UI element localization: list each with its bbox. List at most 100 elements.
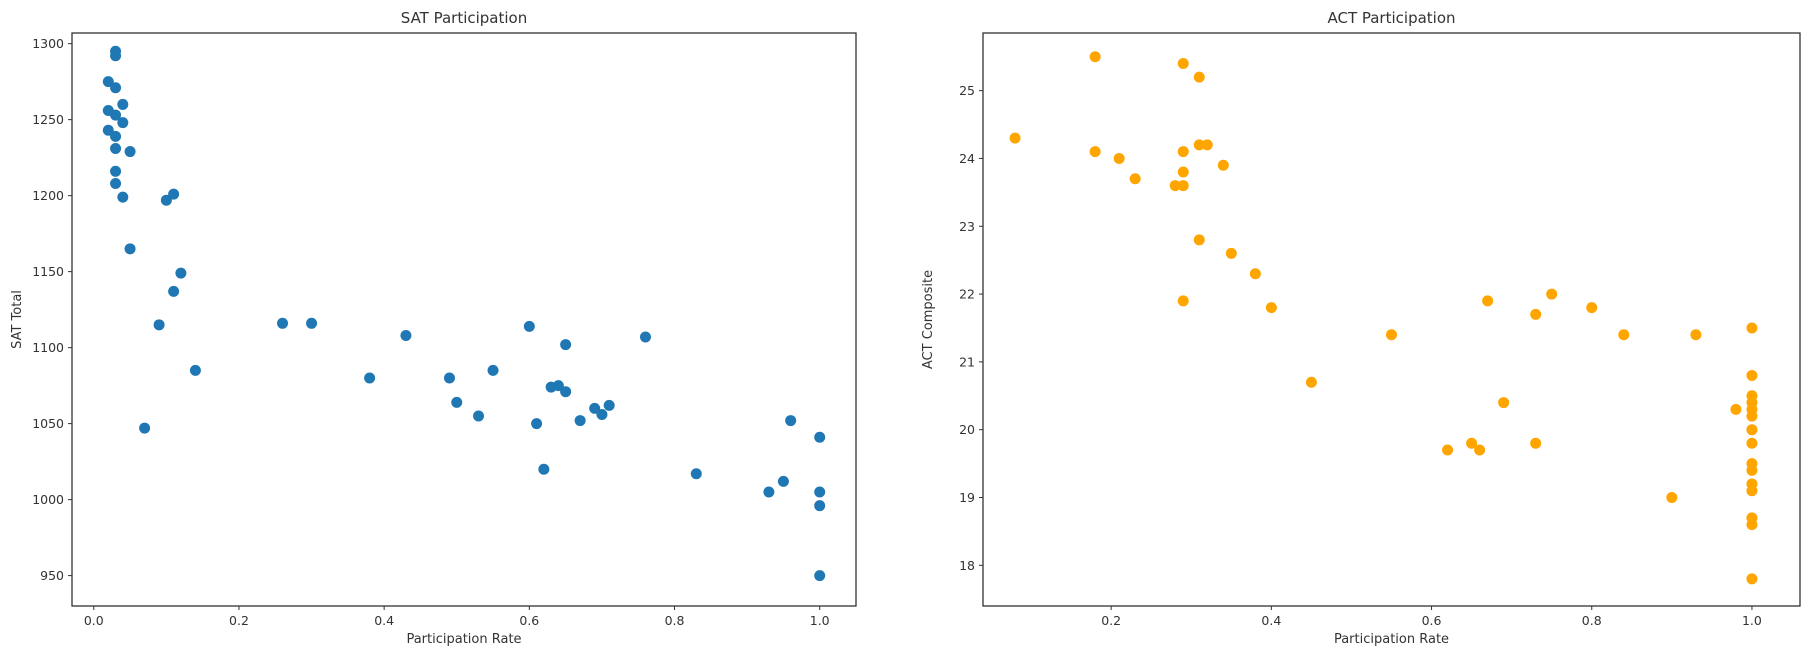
sat-y-tick-label: 1300 xyxy=(32,36,64,51)
sat-y-tick-label: 1150 xyxy=(32,264,64,279)
act-plot-frame xyxy=(982,32,1801,607)
sat-data-point xyxy=(574,415,586,427)
sat-data-point xyxy=(639,331,651,343)
act-x-tick-label: 0.4 xyxy=(1261,613,1281,628)
act-data-point xyxy=(1177,58,1189,70)
sat-data-point xyxy=(110,177,122,189)
sat-data-point xyxy=(443,372,455,384)
act-data-point xyxy=(1201,139,1213,151)
act-data-point xyxy=(1474,444,1486,456)
act-x-tick-label: 1.0 xyxy=(1742,613,1762,628)
act-y-tick-label: 21 xyxy=(959,354,975,369)
sat-data-point xyxy=(552,380,564,392)
sat-data-point xyxy=(102,124,114,136)
act-y-tick-label: 22 xyxy=(959,287,975,302)
sat-data-point xyxy=(110,109,122,121)
sat-x-tick-label: 1.0 xyxy=(810,613,830,628)
sat-points xyxy=(102,45,826,582)
act-data-point xyxy=(1089,146,1101,158)
act-data-point xyxy=(1089,51,1101,63)
act-y-tick-label: 18 xyxy=(959,558,975,573)
sat-data-point xyxy=(364,372,376,384)
sat-y-axis-label: SAT Total xyxy=(10,290,25,349)
act-y-tick-label: 25 xyxy=(959,83,975,98)
act-data-point xyxy=(1249,268,1261,280)
sat-data-point xyxy=(153,319,165,331)
act-points xyxy=(1009,51,1758,585)
act-ticks: 0.2 0.4 0.6 0.8 1.0 18 19 20 21 22 23 24 25 xyxy=(959,83,1762,628)
act-data-point xyxy=(1666,492,1678,504)
sat-data-point xyxy=(110,165,122,177)
act-data-point xyxy=(1193,71,1205,83)
sat-x-axis-label: Participation Rate xyxy=(406,632,521,647)
sat-x-tick-label: 0.0 xyxy=(84,613,104,628)
sat-participation-chart: SAT Participation Participation Rate SAT… xyxy=(10,9,857,647)
act-data-point xyxy=(1618,329,1630,341)
sat-data-point xyxy=(110,82,122,94)
act-data-point xyxy=(1177,180,1189,192)
sat-y-tick-label: 1200 xyxy=(32,188,64,203)
sat-data-point xyxy=(168,285,180,297)
act-y-tick-label: 23 xyxy=(959,219,975,234)
sat-data-point xyxy=(596,408,608,420)
sat-chart-title: SAT Participation xyxy=(401,9,527,27)
act-data-point xyxy=(1177,146,1189,158)
act-participation-chart: ACT Participation Participation Rate ACT… xyxy=(921,9,1801,647)
sat-data-point xyxy=(531,418,543,430)
sat-x-tick-label: 0.8 xyxy=(665,613,685,628)
act-data-point xyxy=(1169,180,1181,192)
sat-data-point xyxy=(277,317,289,329)
sat-x-tick-label: 0.2 xyxy=(229,613,249,628)
act-data-point xyxy=(1193,234,1205,246)
act-data-point xyxy=(1482,295,1494,307)
act-data-point xyxy=(1386,329,1397,341)
act-data-point xyxy=(1730,403,1742,415)
sat-data-point xyxy=(589,402,601,414)
act-data-point xyxy=(1129,173,1141,185)
sat-data-point xyxy=(117,191,129,203)
sat-data-point xyxy=(110,130,122,142)
sat-plot-frame xyxy=(71,32,857,607)
sat-data-point xyxy=(175,267,187,279)
act-data-point xyxy=(1530,308,1542,320)
sat-data-point xyxy=(124,243,136,255)
act-y-tick-label: 24 xyxy=(959,151,975,166)
act-data-point xyxy=(1217,159,1229,171)
act-data-point xyxy=(1193,139,1205,151)
act-data-point xyxy=(1746,464,1758,476)
sat-data-point xyxy=(110,50,122,62)
sat-data-point xyxy=(690,468,702,480)
sat-data-point xyxy=(189,364,201,376)
sat-data-point xyxy=(139,422,151,434)
sat-data-point xyxy=(814,570,826,582)
sat-data-point xyxy=(110,143,122,155)
sat-data-point xyxy=(168,188,180,200)
sat-data-point xyxy=(560,339,572,351)
sat-y-tick-label: 950 xyxy=(40,568,64,583)
act-data-point xyxy=(1746,369,1758,381)
sat-data-point xyxy=(451,396,463,408)
sat-x-tick-label: 0.4 xyxy=(374,613,394,628)
sat-data-point xyxy=(117,98,129,110)
act-data-point xyxy=(1690,329,1702,341)
act-data-point xyxy=(1546,288,1558,300)
act-data-point xyxy=(1305,376,1317,388)
sat-data-point xyxy=(124,146,136,158)
act-data-point xyxy=(1265,302,1277,314)
act-data-point xyxy=(1177,295,1189,307)
sat-data-point xyxy=(814,500,826,512)
act-data-point xyxy=(1746,437,1758,449)
sat-data-point xyxy=(777,475,789,487)
act-data-point xyxy=(1746,424,1758,436)
act-data-point xyxy=(1225,247,1237,259)
sat-data-point xyxy=(473,410,485,422)
act-x-tick-label: 0.8 xyxy=(1582,613,1602,628)
act-x-tick-label: 0.6 xyxy=(1422,613,1442,628)
act-y-tick-label: 19 xyxy=(959,490,975,505)
act-data-point xyxy=(1442,444,1454,456)
act-data-point xyxy=(1746,519,1758,531)
sat-x-tick-label: 0.6 xyxy=(519,613,539,628)
act-x-tick-label: 0.2 xyxy=(1101,613,1121,628)
sat-data-point xyxy=(560,386,572,398)
